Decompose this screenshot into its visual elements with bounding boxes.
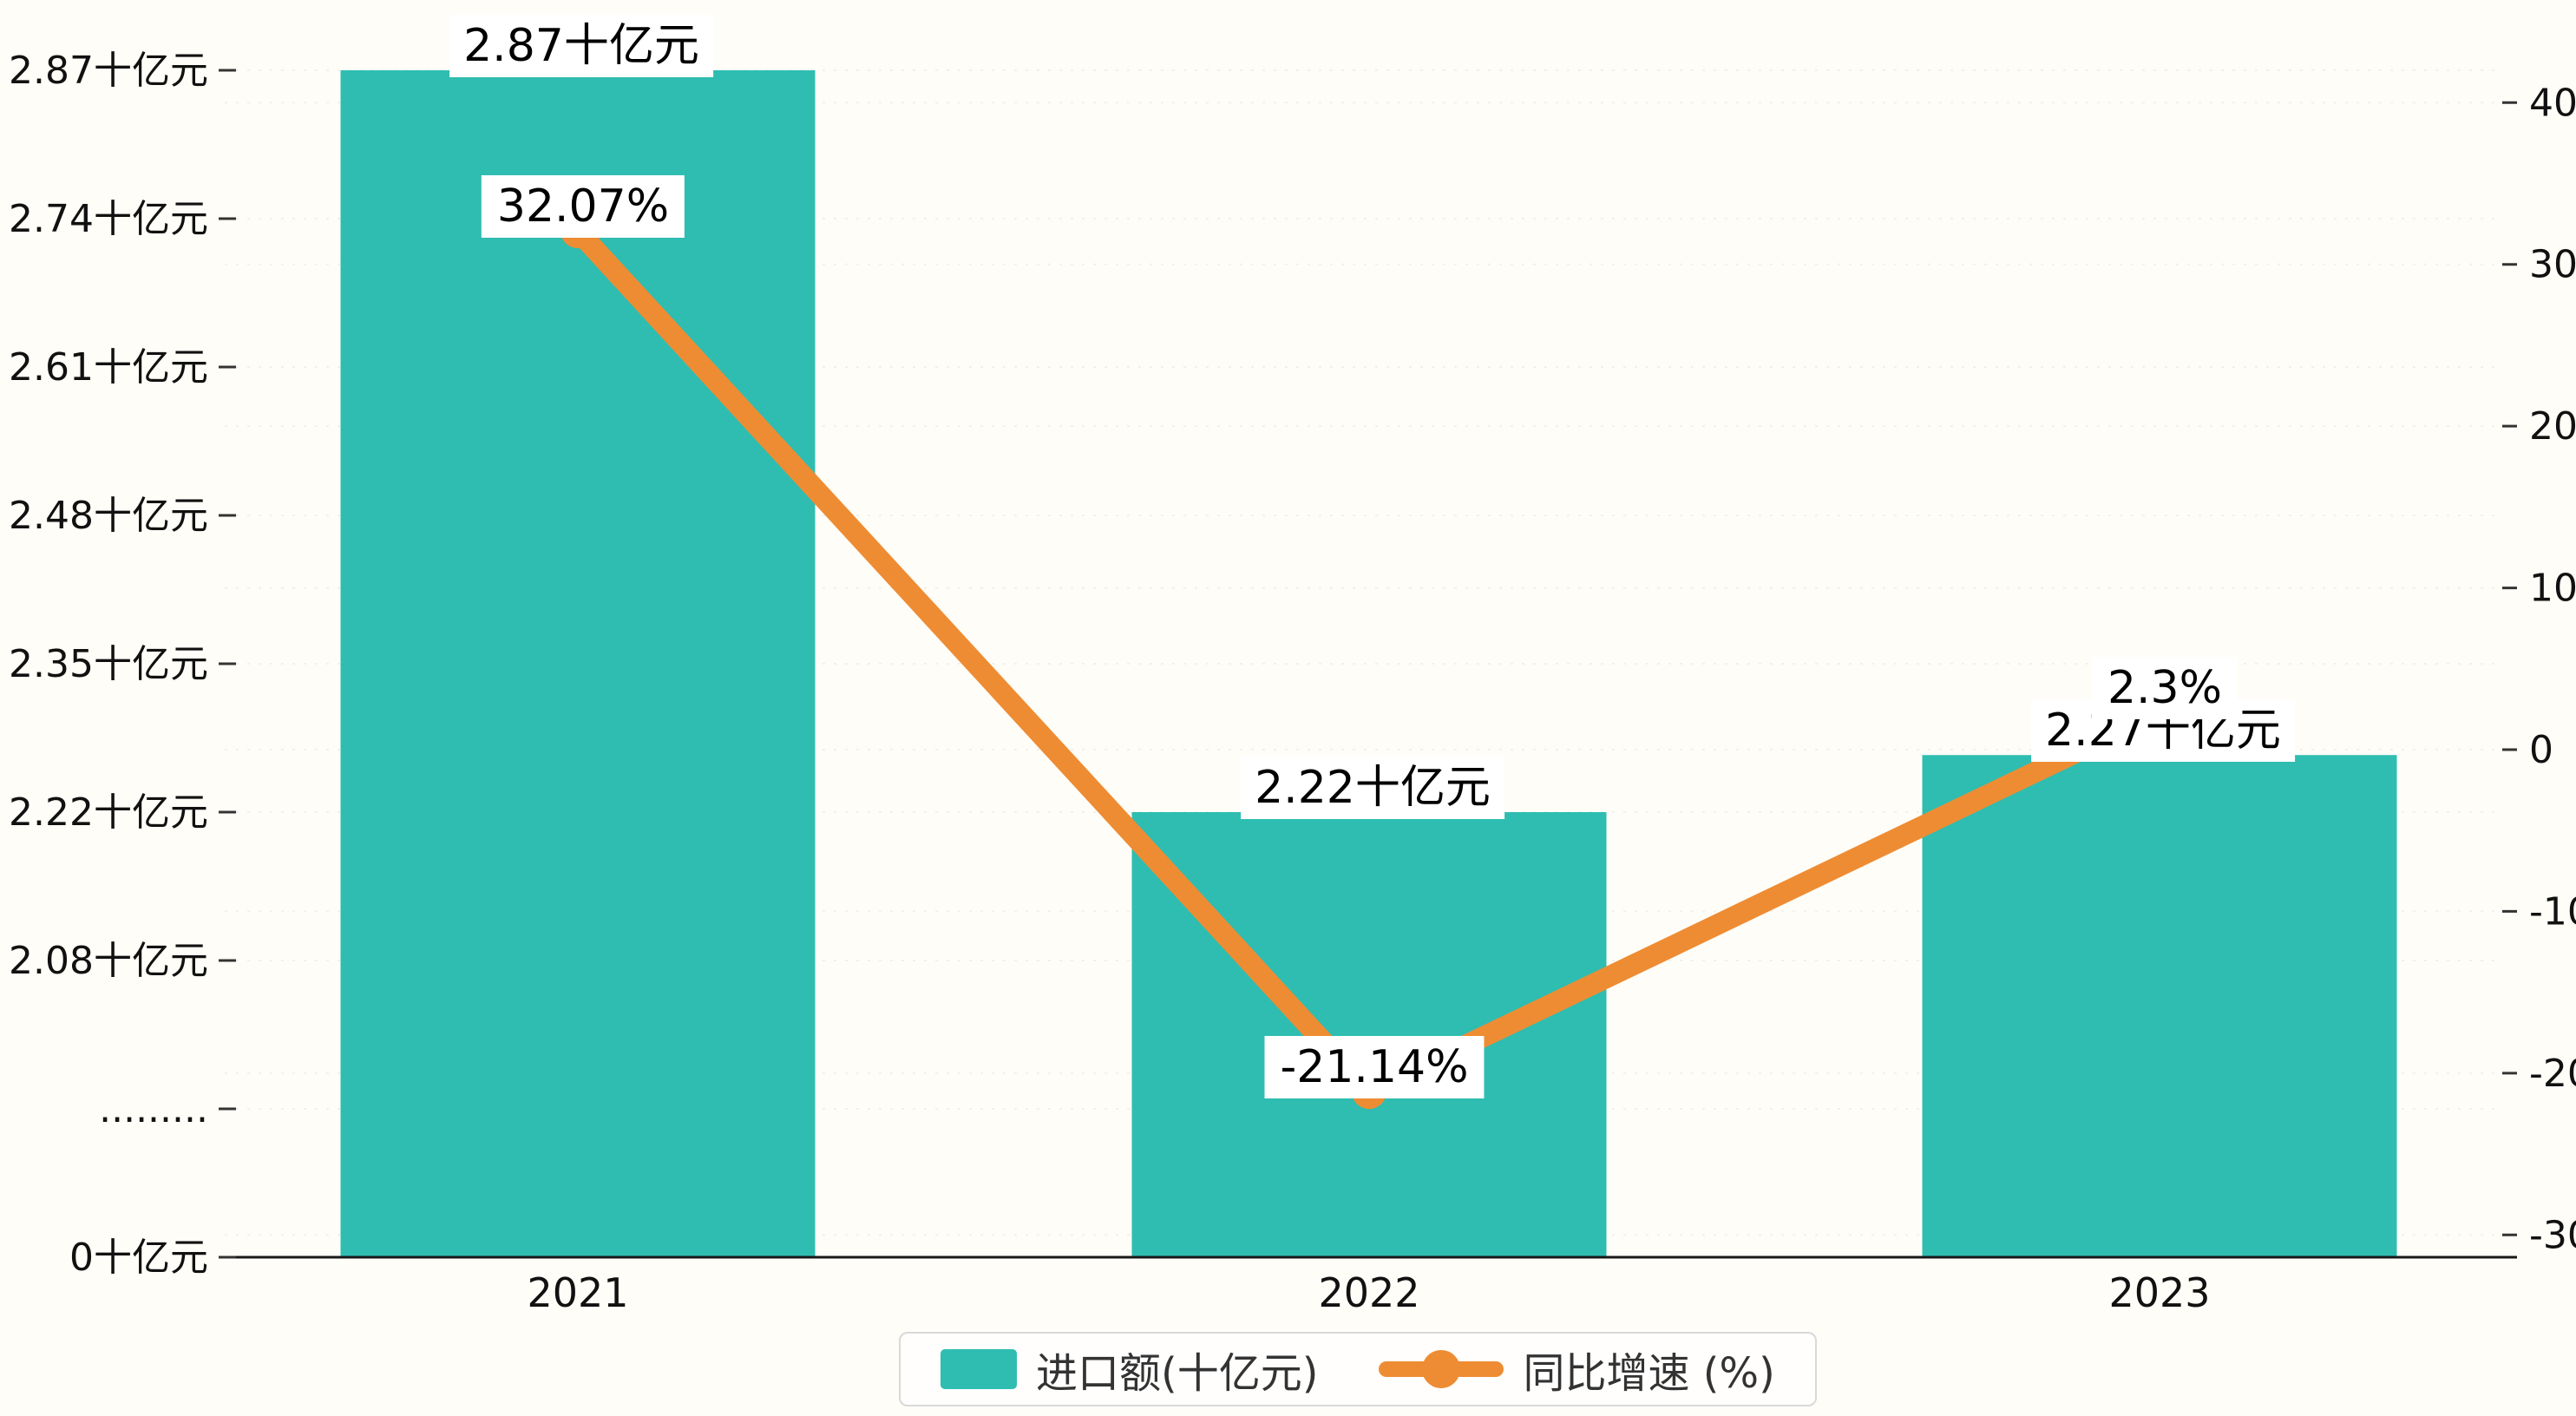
growth-point-2022 [1352,1074,1386,1110]
line-series-dot-icon [1422,1350,1461,1388]
left-axis-tick-label: 2.35十亿元 [9,642,208,686]
legend-item-growth[interactable]: 同比增速 (%) [1379,1339,1775,1400]
x-axis-label-2022: 2022 [1318,1269,1419,1316]
legend-item-imports[interactable]: 进口额(十亿元) [941,1339,1318,1400]
left-axis-tick-label: 2.74十亿元 [9,197,208,241]
right-axis-tick-label: 0 [2529,728,2553,772]
right-axis-tick-label: 20 [2529,404,2576,449]
legend: 进口额(十亿元) 同比增速 (%) [899,1332,1817,1406]
x-axis-label-2023: 2023 [2108,1269,2210,1316]
left-axis-tick-label: 2.48十亿元 [9,494,208,538]
bar-2021 [340,70,816,1257]
left-axis-tick-label: 2.22十亿元 [9,790,208,835]
right-axis-tick-label: -10 [2529,889,2576,934]
legend-label-imports: 进口额(十亿元) [1036,1349,1319,1398]
left-axis-tick-label: 2.61十亿元 [9,345,208,390]
bar-2022 [1131,812,1607,1257]
bar-2023 [1922,755,2397,1257]
left-axis-tick-label: 2.08十亿元 [9,939,208,983]
legend-label-growth: 同比增速 (%) [1523,1349,1775,1398]
right-axis-tick-label: 10 [2529,567,2576,611]
bar-series-swatch-icon [941,1349,1017,1389]
left-axis-tick-label: 0十亿元 [69,1236,208,1280]
right-axis-tick-label: -20 [2529,1052,2576,1096]
right-axis-tick-label: 30 [2529,243,2576,287]
left-axis-tick-label: ......... [99,1087,208,1131]
growth-point-2021 [560,213,595,249]
growth-point-2023 [2142,695,2177,731]
right-axis-tick-label: 40 [2529,81,2576,125]
x-axis-label-2021: 2021 [527,1269,628,1316]
line-series-marker-icon [1379,1350,1504,1388]
right-axis-tick-label: -30 [2529,1213,2576,1257]
left-axis-tick-label: 2.87十亿元 [9,49,208,93]
